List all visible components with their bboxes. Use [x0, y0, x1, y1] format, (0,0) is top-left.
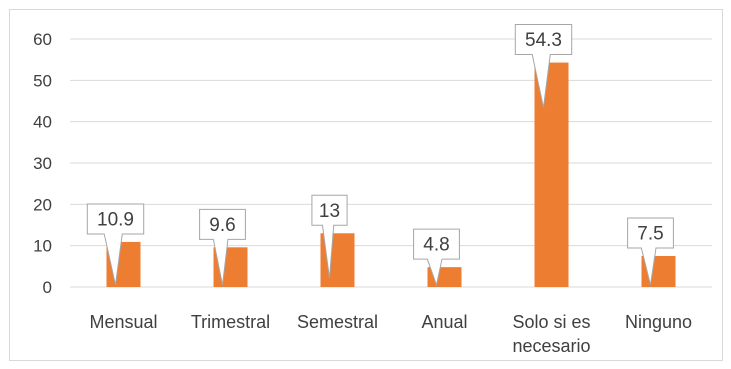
data-label: 7.5	[637, 224, 663, 245]
x-category-label-line: Anual	[421, 312, 467, 332]
data-label: 10.9	[97, 209, 134, 230]
data-label: 13	[319, 201, 340, 222]
y-tick-label: 40	[33, 113, 52, 132]
y-tick-label: 10	[33, 237, 52, 256]
data-label: 54.3	[525, 30, 562, 51]
x-category-label: Trimestral	[191, 312, 270, 332]
data-label-callout	[413, 228, 460, 287]
y-tick-label: 50	[33, 71, 52, 90]
data-label-callout	[199, 208, 246, 286]
data-label-callout	[514, 24, 573, 108]
x-category-label-line: necesario	[512, 336, 590, 356]
chart-area	[9, 9, 723, 361]
x-category-label-line: Trimestral	[191, 312, 270, 332]
y-tick-label: 60	[33, 30, 52, 49]
x-category-label-line: Semestral	[297, 312, 378, 332]
x-category-label: Ninguno	[625, 312, 692, 332]
data-label: 9.6	[209, 215, 235, 236]
y-tick-label: 0	[43, 278, 52, 297]
bar	[534, 62, 569, 288]
data-label: 4.8	[423, 235, 449, 256]
data-label-callout	[86, 203, 145, 286]
y-tick-label: 20	[33, 195, 52, 214]
x-category-label: Mensual	[89, 312, 157, 332]
x-category-label: Anual	[421, 312, 467, 332]
data-label-callout	[627, 217, 674, 286]
x-category-label-line: Mensual	[89, 312, 157, 332]
x-category-label-line: Solo si es	[512, 312, 590, 332]
x-category-label: Solo si es necesario	[512, 312, 590, 356]
y-tick-label: 30	[33, 154, 52, 173]
data-label-callout	[311, 194, 348, 279]
x-category-label-line: Ninguno	[625, 312, 692, 332]
x-category-label: Semestral	[297, 312, 378, 332]
